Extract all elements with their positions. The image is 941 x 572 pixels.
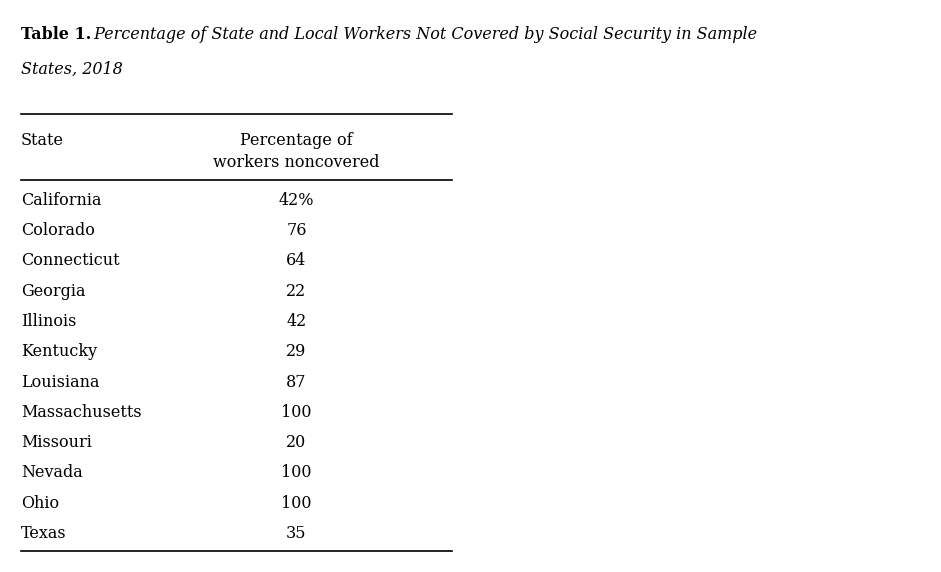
Text: Illinois: Illinois xyxy=(21,313,76,330)
Text: Percentage of State and Local Workers Not Covered by Social Security in Sample: Percentage of State and Local Workers No… xyxy=(89,26,758,43)
Text: 64: 64 xyxy=(286,252,307,269)
Text: 100: 100 xyxy=(281,404,311,421)
Text: Ohio: Ohio xyxy=(21,495,59,512)
Text: Connecticut: Connecticut xyxy=(21,252,120,269)
Text: 20: 20 xyxy=(286,434,307,451)
Text: Percentage of: Percentage of xyxy=(240,132,353,149)
Text: State: State xyxy=(21,132,64,149)
Text: 29: 29 xyxy=(286,343,307,360)
Text: States, 2018: States, 2018 xyxy=(21,61,122,78)
Text: 100: 100 xyxy=(281,464,311,482)
Text: Missouri: Missouri xyxy=(21,434,91,451)
Text: 42%: 42% xyxy=(279,192,314,209)
Text: 100: 100 xyxy=(281,495,311,512)
Text: California: California xyxy=(21,192,102,209)
Text: Georgia: Georgia xyxy=(21,283,86,300)
Text: Texas: Texas xyxy=(21,525,66,542)
Text: Colorado: Colorado xyxy=(21,222,95,239)
Text: Massachusetts: Massachusetts xyxy=(21,404,141,421)
Text: Table 1.: Table 1. xyxy=(21,26,91,43)
Text: 22: 22 xyxy=(286,283,307,300)
Text: 35: 35 xyxy=(286,525,307,542)
Text: 42: 42 xyxy=(286,313,307,330)
Text: 87: 87 xyxy=(286,374,307,391)
Text: 76: 76 xyxy=(286,222,307,239)
Text: Louisiana: Louisiana xyxy=(21,374,99,391)
Text: Nevada: Nevada xyxy=(21,464,83,482)
Text: Kentucky: Kentucky xyxy=(21,343,97,360)
Text: workers noncovered: workers noncovered xyxy=(214,154,379,172)
